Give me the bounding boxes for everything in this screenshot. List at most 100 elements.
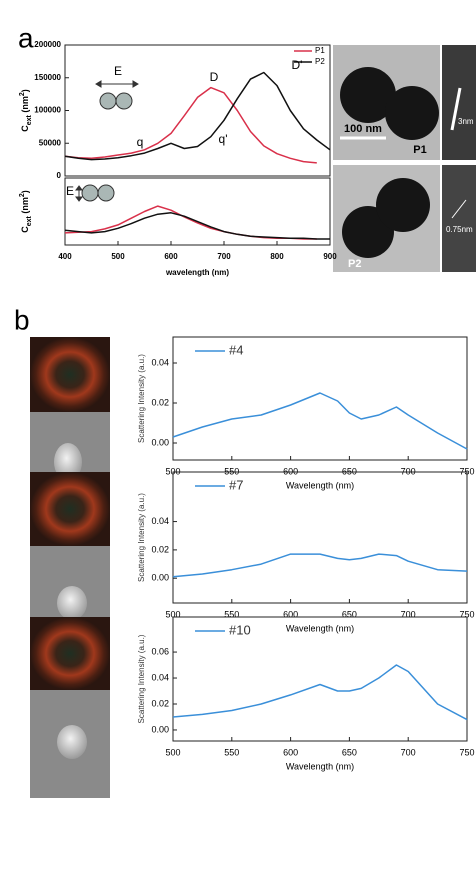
y-axis-label-part: C — [20, 125, 30, 132]
y-tick-label: 0.02 — [151, 698, 169, 708]
series-line — [64, 86, 317, 164]
annotation: D' — [292, 58, 303, 72]
y-tick-label: 0.00 — [151, 724, 169, 734]
y-tick-label: 0.04 — [151, 672, 169, 682]
x-tick-label: 900 — [323, 252, 337, 261]
thumbnails — [30, 337, 110, 798]
x-tick-label: 700 — [401, 609, 416, 619]
y-tick-label: 0.00 — [151, 437, 169, 447]
x-tick-label: 750 — [459, 747, 474, 757]
y-tick-label: 50000 — [39, 138, 62, 147]
x-tick-label: 800 — [270, 252, 284, 261]
particle — [54, 443, 82, 481]
x-tick-label: 550 — [224, 466, 239, 476]
series-line — [64, 212, 330, 240]
y-axis-label-part: ) — [20, 89, 30, 92]
scatter-image — [30, 617, 110, 690]
arrow-head — [75, 185, 83, 202]
y-axis-label: Scattering Intensity (a.u.) — [137, 634, 146, 723]
y-tick-label: 0.04 — [151, 516, 169, 526]
annotation: E — [66, 184, 74, 198]
y-axis-label-part: 2 — [19, 92, 26, 96]
y-axis-label: Cext (nm2) — [19, 89, 33, 132]
y-axis-label-part: ext — [26, 215, 33, 226]
annotation: E — [114, 64, 122, 78]
x-tick-label: 700 — [401, 466, 416, 476]
x-tick-label: 600 — [283, 466, 298, 476]
image-label: P1 — [413, 144, 426, 156]
tem-zoom — [442, 45, 476, 160]
series-line — [172, 553, 468, 578]
plot-frame — [172, 471, 468, 604]
arrow-head — [95, 80, 139, 88]
x-axis-label: Wavelength (nm) — [286, 761, 354, 771]
x-tick-label: 750 — [459, 466, 474, 476]
y-tick-label: 200000 — [34, 40, 61, 49]
scatter-image — [30, 337, 110, 412]
y-tick-label: 0.04 — [151, 357, 169, 367]
panel-label: a — [18, 22, 34, 53]
x-tick-label: 650 — [342, 466, 357, 476]
particle — [57, 586, 87, 620]
sphere — [81, 184, 99, 202]
x-tick-label: 500 — [165, 609, 180, 619]
x-tick-label: 550 — [224, 747, 239, 757]
y-axis-label-part: (nm — [20, 96, 30, 115]
y-tick-label: 150000 — [34, 73, 61, 82]
series-line — [64, 71, 331, 161]
x-tick-label: 550 — [224, 609, 239, 619]
annotation: q' — [219, 132, 228, 146]
gap-marker — [451, 199, 467, 219]
plot-frame — [172, 336, 468, 461]
y-axis-label-part: C — [20, 226, 30, 233]
legend-label: #4 — [229, 342, 243, 357]
x-tick-label: 650 — [342, 609, 357, 619]
annotation: D — [210, 70, 219, 84]
series-line — [172, 392, 468, 450]
x-tick-label: 650 — [342, 747, 357, 757]
image-label: P2 — [348, 258, 361, 270]
x-tick-label: 700 — [401, 747, 416, 757]
plot-frame — [172, 616, 468, 742]
x-tick-label: 600 — [283, 609, 298, 619]
x-tick-label: 750 — [459, 609, 474, 619]
series-line — [172, 664, 468, 721]
x-axis-label: wavelength (nm) — [165, 268, 229, 277]
x-tick-label: 500 — [111, 252, 125, 261]
sphere — [115, 92, 133, 110]
particle — [340, 67, 396, 123]
x-tick-label: 500 — [165, 747, 180, 757]
scatter-image — [30, 472, 110, 546]
scale-label: 100 nm — [344, 123, 382, 135]
tem-images: 100 nm P1 P2 3nm 0.75nm — [333, 45, 476, 272]
x-tick-label: 600 — [283, 747, 298, 757]
legend-label: #7 — [229, 477, 243, 492]
y-axis-label: Scattering Intensity (a.u.) — [137, 493, 146, 582]
x-tick-label: 500 — [165, 466, 180, 476]
x-axis-label: Wavelength (nm) — [286, 623, 354, 633]
x-tick-label: 700 — [217, 252, 231, 261]
y-tick-label: 0.00 — [151, 573, 169, 583]
particle — [57, 725, 87, 759]
y-tick-label: 100000 — [34, 106, 61, 115]
sphere — [99, 92, 117, 110]
sphere — [97, 184, 115, 202]
y-axis-label: Cext (nm2) — [19, 190, 33, 233]
annotation: q — [137, 135, 144, 149]
y-tick-label: 0.02 — [151, 544, 169, 554]
y-tick-label: 0.02 — [151, 397, 169, 407]
y-tick-label: 0 — [57, 171, 62, 180]
x-tick-label: 600 — [164, 252, 178, 261]
y-axis-label-part: 2 — [19, 193, 26, 197]
field-sketch — [75, 80, 139, 202]
legend-label: P1 — [315, 46, 325, 55]
gap-label: 3nm — [458, 117, 474, 126]
gap-marker — [450, 87, 462, 131]
y-axis-label-part: (nm — [20, 197, 30, 216]
y-axis-label-part: ext — [26, 114, 33, 125]
gap-label: 0.75nm — [446, 225, 473, 234]
y-tick-label: 0.06 — [151, 646, 169, 656]
legend-label: P2 — [315, 57, 325, 66]
plot-frame — [64, 177, 331, 246]
